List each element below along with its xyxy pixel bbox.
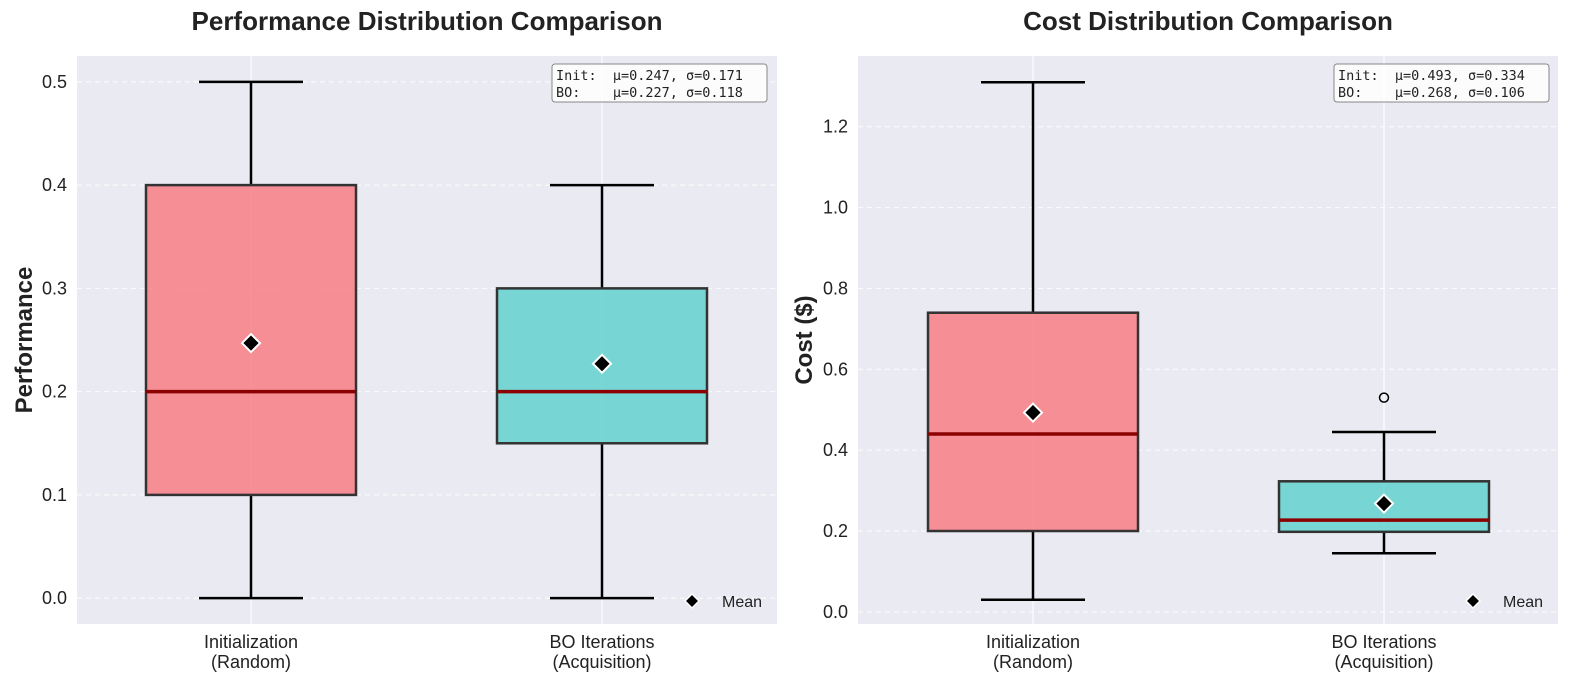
y-tick-label: 0.2: [42, 382, 67, 402]
x-tick-label: BO Iterations: [1331, 632, 1436, 652]
chart-title: Cost Distribution Comparison: [1023, 6, 1393, 36]
mean-marker: [240, 332, 262, 354]
x-tick-label: Initialization: [986, 632, 1080, 652]
y-tick-label: 0.6: [823, 359, 848, 379]
y-tick-label: 0.4: [823, 440, 848, 460]
y-tick-label: 0.8: [823, 278, 848, 298]
stats-text: Init: μ=0.247, σ=0.171: [556, 68, 743, 84]
outlier-point: [1378, 392, 1390, 403]
legend-label: Mean: [1503, 594, 1543, 611]
cost-chart-panel: Cost Distribution Comparison Cost ($) 0.0 0…: [791, 6, 1558, 672]
stats-text: BO: μ=0.227, σ=0.118: [556, 85, 743, 101]
y-axis-label: Performance: [11, 267, 38, 414]
x-tick-label: (Random): [993, 652, 1073, 672]
mean-marker: [1022, 402, 1044, 423]
x-tick-label: Initialization: [204, 632, 298, 652]
performance-chart-panel: Performance Distribution Comparison Perfo…: [11, 6, 777, 672]
y-tick-label: 0.0: [823, 602, 848, 622]
stats-text: Init: μ=0.493, σ=0.334: [1338, 68, 1525, 84]
x-tick-label: (Acquisition): [552, 652, 651, 672]
y-axis-label: Cost ($): [791, 295, 818, 384]
y-tick-label: 1.0: [823, 198, 848, 218]
y-tick-label: 0.0: [42, 588, 67, 608]
chart-title: Performance Distribution Comparison: [192, 6, 663, 36]
x-tick-label: BO Iterations: [549, 632, 654, 652]
legend-mean-icon: [683, 592, 701, 610]
stats-box: [1333, 63, 1550, 103]
box-initialization: [144, 183, 358, 497]
mean-marker: [1373, 493, 1395, 514]
y-tick-label: 0.2: [823, 521, 848, 541]
y-tick-label: 0.4: [42, 175, 67, 195]
stats-box: [551, 63, 768, 103]
y-tick-label: 0.3: [42, 278, 67, 298]
y-tick-label: 0.5: [42, 72, 67, 92]
stats-text: BO: μ=0.268, σ=0.106: [1338, 85, 1525, 101]
legend-label: Mean: [722, 594, 762, 611]
legend-mean-icon: [1464, 592, 1482, 610]
y-tick-label: 1.2: [823, 117, 848, 137]
x-tick-label: (Acquisition): [1334, 652, 1433, 672]
mean-marker: [591, 353, 613, 375]
x-tick-label: (Random): [211, 652, 291, 672]
y-tick-label: 0.1: [42, 485, 67, 505]
